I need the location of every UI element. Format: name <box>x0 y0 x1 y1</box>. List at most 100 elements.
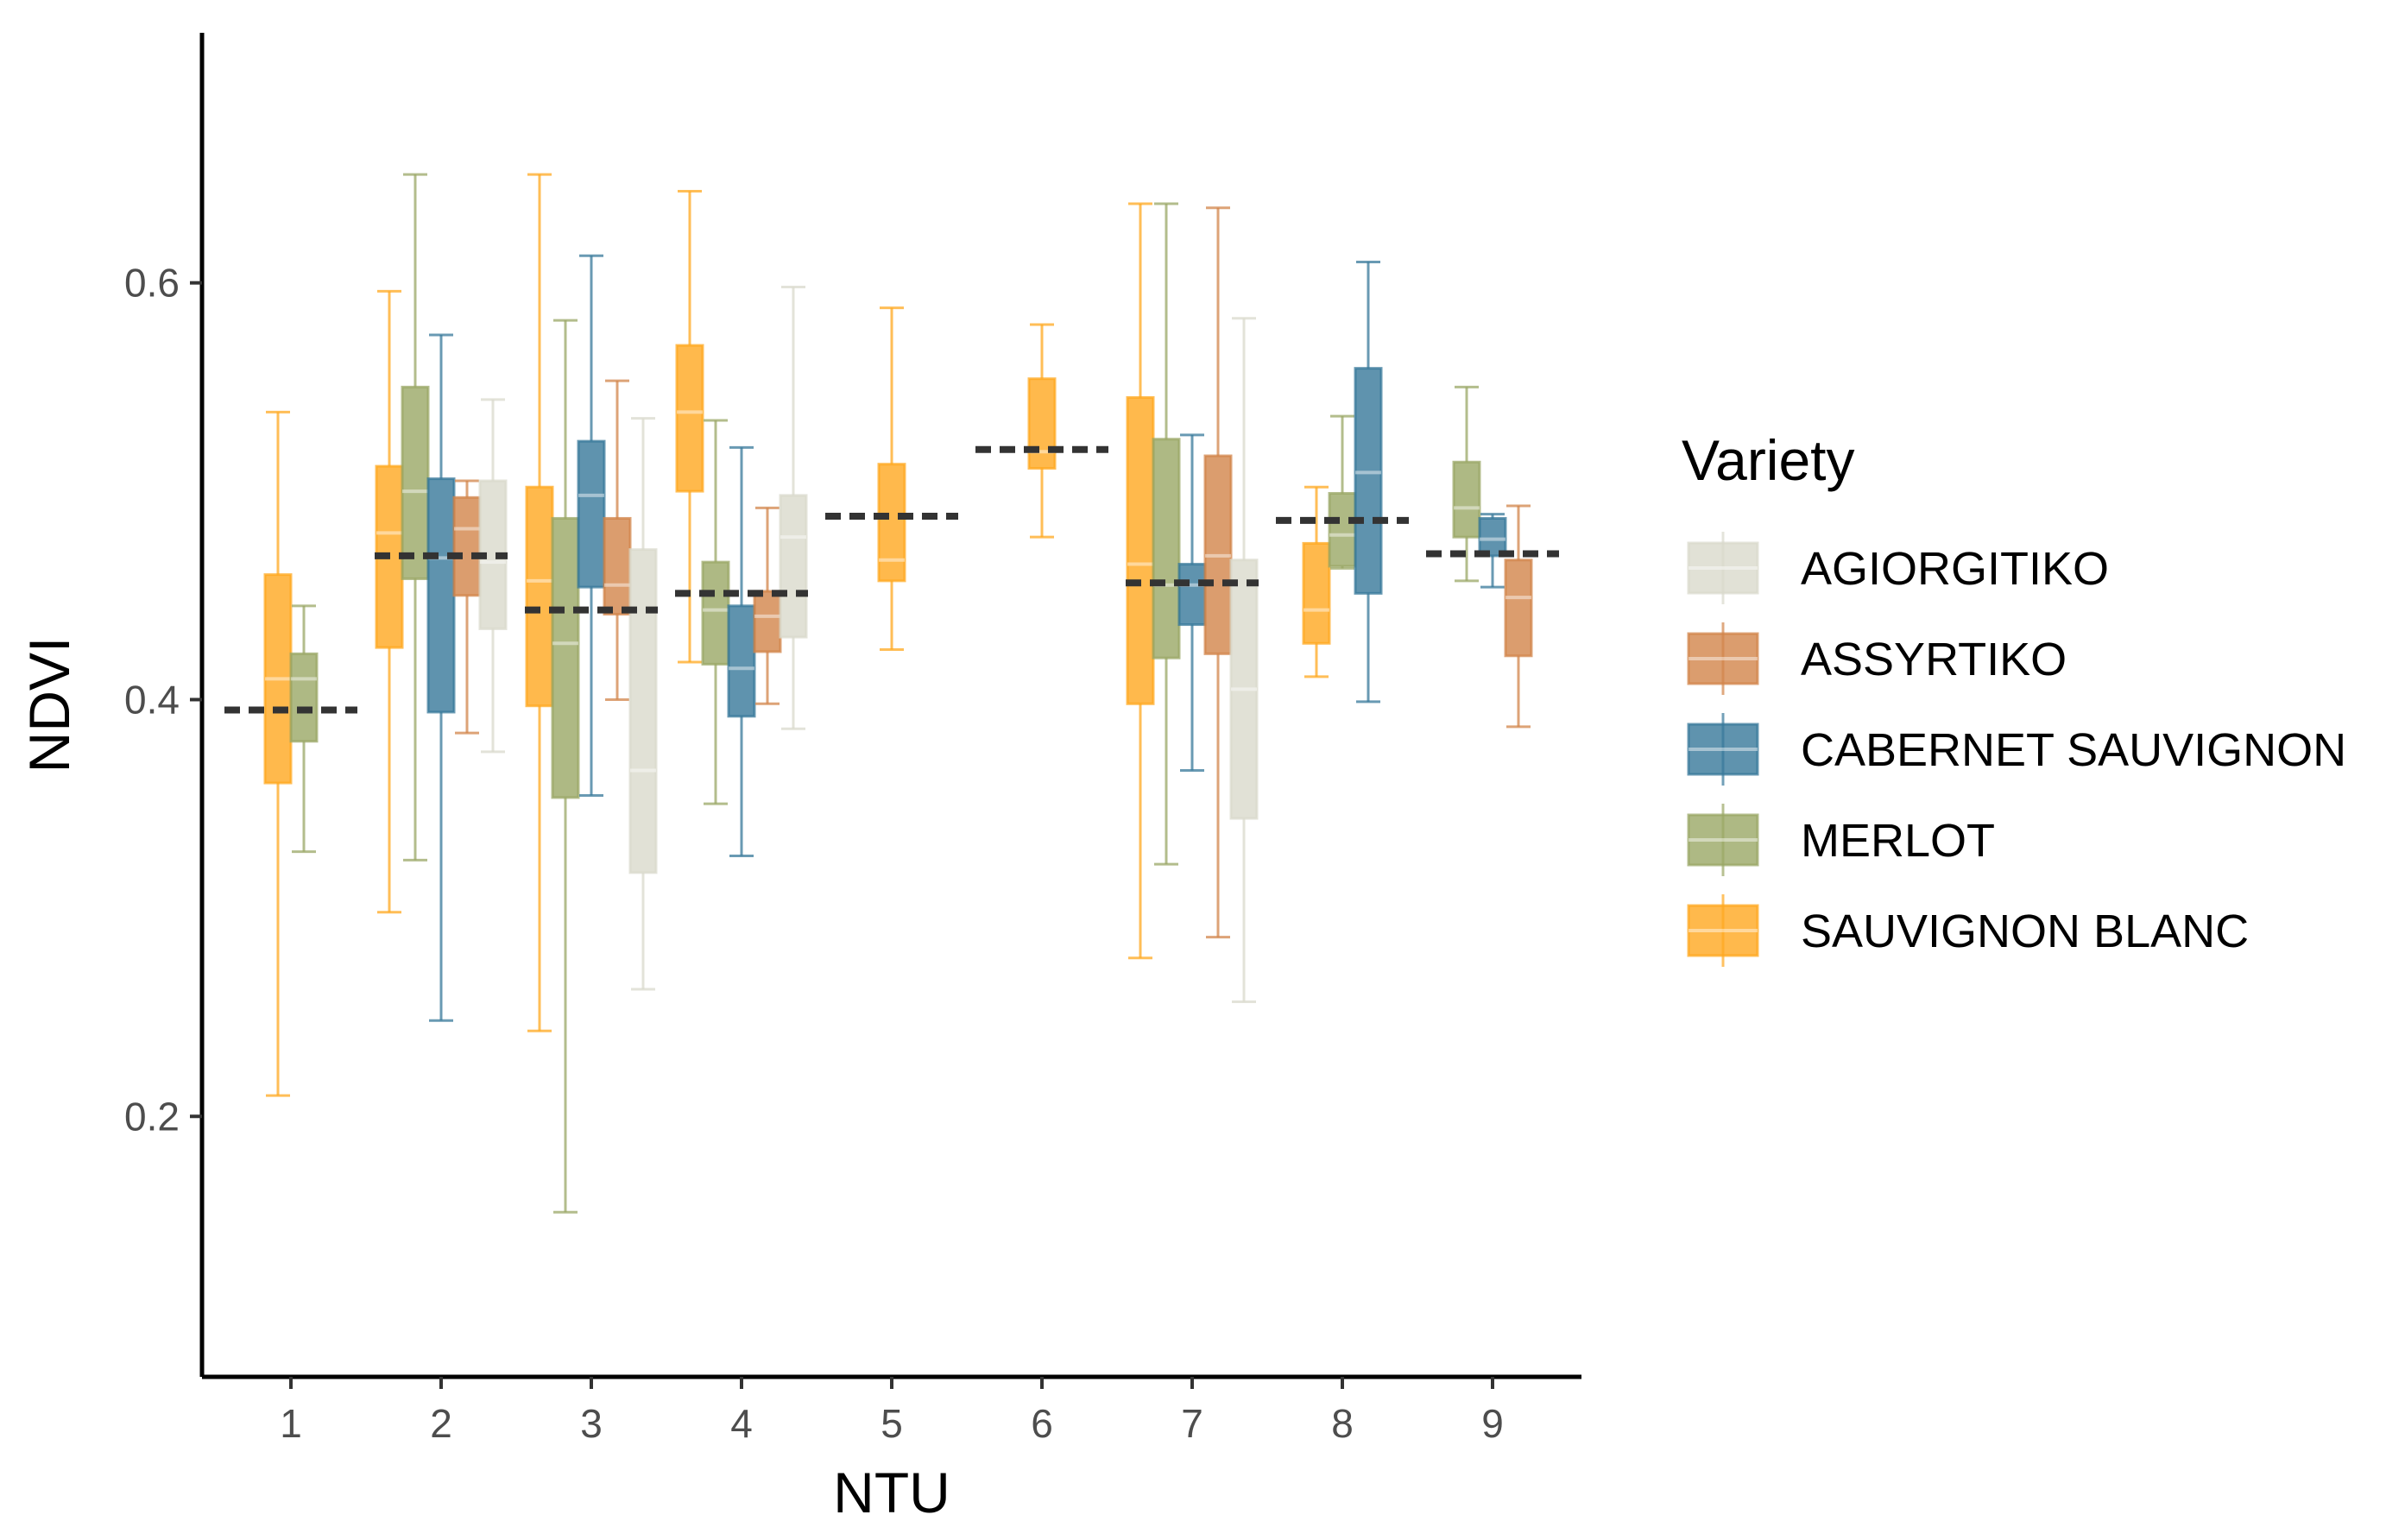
box-sauvignon-blanc-ntu-6 <box>1027 323 1057 539</box>
box-sauvignon-blanc-ntu-3 <box>525 173 554 1032</box>
box-agiorgitiko-ntu-4 <box>779 286 808 730</box>
legend-key-box-cabernet-sauvignon <box>1687 723 1759 776</box>
axes: 0.2 0.4 0.6 1 2 3 4 5 6 7 8 9 NTU NDVI <box>17 33 1581 1524</box>
legend-label-sauvignon-blanc: SAUVIGNON BLANC <box>1801 906 2249 957</box>
box-body-merlot-ntu-9 <box>1452 460 1481 539</box>
box-body-sauvignon-blanc-ntu-7 <box>1126 395 1155 705</box>
box-merlot-ntu-3 <box>551 319 580 1214</box>
legend-label-assyrtiko: ASSYRTIKO <box>1801 634 2067 685</box>
box-body-cabernet-sauvignon-ntu-7 <box>1177 563 1207 627</box>
series-cabernet-sauvignon <box>426 254 1507 1022</box>
legend-key-box-assyrtiko <box>1687 632 1759 685</box>
box-assyrtiko-ntu-7 <box>1203 206 1233 939</box>
box-cabernet-sauvignon-ntu-8 <box>1354 261 1383 704</box>
box-sauvignon-blanc-ntu-2 <box>375 289 404 914</box>
box-agiorgitiko-ntu-7 <box>1229 317 1259 1003</box>
box-cabernet-sauvignon-ntu-2 <box>426 333 456 1022</box>
x-tick-label-6: 6 <box>1031 1401 1053 1446</box>
box-body-merlot-ntu-2 <box>401 385 430 580</box>
box-body-assyrtiko-ntu-2 <box>452 495 482 597</box>
box-body-sauvignon-blanc-ntu-5 <box>877 463 906 583</box>
legend-label-merlot: MERLOT <box>1801 815 1995 867</box>
box-merlot-ntu-1 <box>289 604 319 854</box>
legend-key-cabernet-sauvignon <box>1687 713 1759 786</box>
box-sauvignon-blanc-ntu-1 <box>263 410 293 1097</box>
box-assyrtiko-ntu-4 <box>753 506 782 705</box>
box-body-assyrtiko-ntu-7 <box>1203 454 1233 655</box>
box-body-agiorgitiko-ntu-4 <box>779 494 808 639</box>
box-sauvignon-blanc-ntu-5 <box>877 306 906 652</box>
box-body-assyrtiko-ntu-3 <box>603 516 632 615</box>
box-body-cabernet-sauvignon-ntu-8 <box>1354 367 1383 595</box>
legend-key-box-agiorgitiko <box>1687 541 1759 595</box>
plot-area <box>224 173 1559 1214</box>
box-merlot-ntu-7 <box>1152 202 1181 866</box>
x-tick-label-7: 7 <box>1181 1401 1203 1446</box>
legend-key-agiorgitiko <box>1687 532 1759 604</box>
box-cabernet-sauvignon-ntu-7 <box>1177 433 1207 773</box>
box-agiorgitiko-ntu-2 <box>478 398 508 754</box>
legend-key-merlot <box>1687 804 1759 876</box>
legend-key-box-merlot <box>1687 813 1759 867</box>
box-merlot-ntu-9 <box>1452 385 1481 583</box>
y-axis-title: NDVI <box>17 637 81 773</box>
legend-item-assyrtiko: ASSYRTIKO <box>1687 622 2067 695</box>
x-tick-label-3: 3 <box>580 1401 603 1446</box>
legend-title: Variety <box>1682 428 1855 492</box>
box-sauvignon-blanc-ntu-8 <box>1302 485 1331 678</box>
box-assyrtiko-ntu-9 <box>1504 504 1533 729</box>
box-body-assyrtiko-ntu-9 <box>1504 559 1533 658</box>
legend: Variety AGIORGITIKO ASSYRTIKO CABERNET SAUV… <box>1682 428 2346 967</box>
box-agiorgitiko-ntu-3 <box>628 417 658 991</box>
x-tick-label-1: 1 <box>280 1401 302 1446</box>
x-tick-label-2: 2 <box>430 1401 452 1446</box>
box-cabernet-sauvignon-ntu-3 <box>577 254 606 798</box>
x-tick-label-9: 9 <box>1481 1401 1504 1446</box>
box-body-merlot-ntu-1 <box>289 652 319 743</box>
box-body-agiorgitiko-ntu-3 <box>628 548 658 874</box>
series-merlot <box>289 173 1481 1214</box>
box-body-assyrtiko-ntu-4 <box>753 590 782 653</box>
box-assyrtiko-ntu-2 <box>452 479 482 735</box>
box-body-cabernet-sauvignon-ntu-2 <box>426 477 456 714</box>
legend-item-sauvignon-blanc: SAUVIGNON BLANC <box>1687 894 2249 967</box>
legend-key-box-sauvignon-blanc <box>1687 904 1759 957</box>
legend-label-cabernet-sauvignon: CABERNET SAUVIGNON <box>1801 724 2346 776</box>
x-tick-label-5: 5 <box>881 1401 903 1446</box>
box-body-cabernet-sauvignon-ntu-9 <box>1478 516 1507 558</box>
box-body-merlot-ntu-8 <box>1328 491 1357 568</box>
box-cabernet-sauvignon-ntu-4 <box>727 445 756 858</box>
box-sauvignon-blanc-ntu-7 <box>1126 202 1155 960</box>
box-body-cabernet-sauvignon-ntu-3 <box>577 439 606 589</box>
box-body-merlot-ntu-7 <box>1152 438 1181 660</box>
x-axis-title: NTU <box>833 1461 950 1524</box>
box-sauvignon-blanc-ntu-4 <box>675 189 704 664</box>
box-merlot-ntu-4 <box>701 419 730 805</box>
legend-item-agiorgitiko: AGIORGITIKO <box>1687 532 2109 604</box>
x-tick-label-8: 8 <box>1331 1401 1354 1446</box>
series-assyrtiko <box>452 206 1533 939</box>
box-merlot-ntu-2 <box>401 173 430 862</box>
box-body-agiorgitiko-ntu-7 <box>1229 559 1259 820</box>
box-body-merlot-ntu-4 <box>701 560 730 666</box>
box-body-sauvignon-blanc-ntu-1 <box>263 573 293 785</box>
legend-item-cabernet-sauvignon: CABERNET SAUVIGNON <box>1687 713 2346 786</box>
box-cabernet-sauvignon-ntu-9 <box>1478 513 1507 589</box>
legend-label-agiorgitiko: AGIORGITIKO <box>1801 543 2109 595</box>
box-body-sauvignon-blanc-ntu-3 <box>525 485 554 708</box>
box-body-cabernet-sauvignon-ntu-4 <box>727 604 756 718</box>
box-body-sauvignon-blanc-ntu-6 <box>1027 377 1057 470</box>
legend-key-sauvignon-blanc <box>1687 894 1759 967</box>
legend-key-assyrtiko <box>1687 622 1759 695</box>
box-merlot-ntu-8 <box>1328 414 1357 570</box>
box-body-merlot-ntu-3 <box>551 516 580 799</box>
y-tick-label-0.4: 0.4 <box>124 677 180 722</box>
x-tick-label-4: 4 <box>730 1401 753 1446</box>
mean-lines <box>224 445 1559 714</box>
y-tick-label-0.2: 0.2 <box>124 1094 180 1139</box>
box-body-sauvignon-blanc-ntu-8 <box>1302 541 1331 645</box>
y-tick-label-0.6: 0.6 <box>124 261 180 306</box>
legend-item-merlot: MERLOT <box>1687 804 1995 876</box>
box-assyrtiko-ntu-3 <box>603 379 632 701</box>
